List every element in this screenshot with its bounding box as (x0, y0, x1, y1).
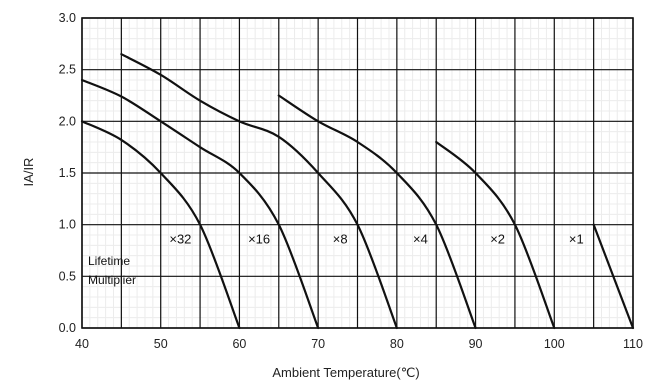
x-tick-label: 110 (623, 337, 643, 351)
x-tick-label: 50 (154, 337, 168, 351)
series-line-1 (80, 120, 241, 330)
multiplier-label: ×2 (490, 231, 505, 246)
y-tick-label: 1.0 (59, 218, 76, 232)
x-tick-label: 100 (544, 337, 565, 351)
y-tick-label: 2.0 (59, 114, 76, 128)
y-tick-label: 3.0 (59, 11, 76, 25)
x-tick-labels: 40 50 60 70 80 90 100 110 (75, 337, 643, 351)
major-grid (81, 17, 634, 329)
y-tick-label: 1.5 (59, 166, 76, 180)
series-line-6 (592, 223, 635, 330)
x-tick-label: 60 (232, 337, 246, 351)
y-tick-label: 0.0 (59, 321, 76, 335)
y-axis-title: IA/IR (21, 158, 36, 187)
multiplier-label: ×4 (413, 231, 428, 246)
y-tick-label: 2.5 (59, 63, 76, 77)
lifetime-note-line1: Lifetime (88, 254, 130, 268)
multiplier-labels: ×32 ×16 ×8 ×4 ×2 ×1 (169, 231, 583, 246)
multiplier-label: ×16 (248, 231, 270, 246)
x-tick-label: 70 (311, 337, 325, 351)
multiplier-label: ×8 (333, 231, 348, 246)
x-axis-title: Ambient Temperature(℃) (272, 365, 419, 380)
series-lines (80, 53, 635, 330)
plot-frame (81, 17, 634, 329)
series-line-4 (277, 94, 477, 330)
x-tick-label: 40 (75, 337, 89, 351)
series-line-5 (435, 140, 556, 330)
series-line-2 (80, 78, 320, 330)
series-line-3 (120, 53, 398, 330)
x-tick-label: 80 (390, 337, 404, 351)
lifetime-note-line2: Multiplier (88, 273, 136, 287)
x-tick-label: 90 (469, 337, 483, 351)
y-tick-labels: 0.0 0.5 1.0 1.5 2.0 2.5 3.0 (59, 11, 76, 335)
multiplier-label: ×1 (569, 231, 584, 246)
multiplier-label: ×32 (169, 231, 191, 246)
y-tick-label: 0.5 (59, 269, 76, 283)
